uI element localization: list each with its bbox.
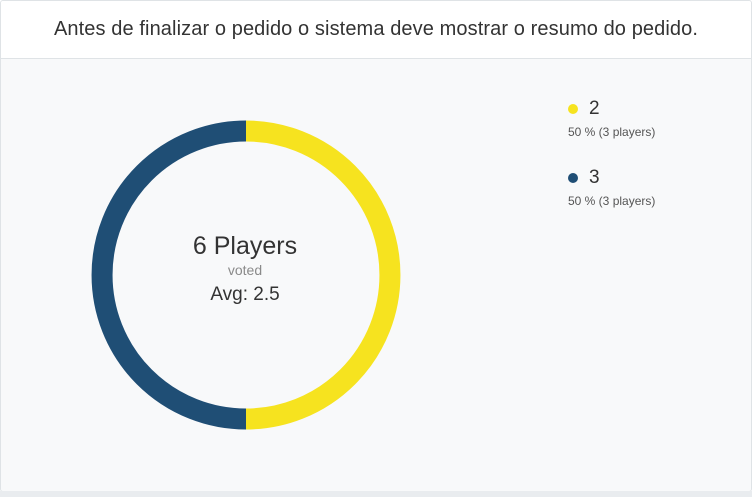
voted-label: voted bbox=[227, 262, 263, 278]
legend-dot-icon bbox=[568, 173, 578, 183]
votes-donut-chart bbox=[91, 120, 401, 430]
legend-label: 3 bbox=[589, 167, 600, 188]
legend-detail: 50 % (3 players) bbox=[568, 194, 656, 208]
bottom-strip bbox=[0, 491, 752, 497]
donut-slice-2[interactable] bbox=[245, 120, 401, 430]
legend-item[interactable]: 3 50 % (3 players) bbox=[568, 166, 655, 208]
legend-dot-icon bbox=[568, 104, 578, 114]
average-value: Avg: 2.5 bbox=[210, 284, 280, 305]
legend-item[interactable]: 2 50 % (3 players) bbox=[568, 97, 655, 139]
donut-slice-3[interactable] bbox=[91, 120, 247, 430]
chart-center-summary: 6 Players voted Avg: 2.5 bbox=[145, 231, 345, 309]
card-header: Antes de finalizar o pedido o sistema de… bbox=[1, 1, 751, 59]
chart-legend: 2 50 % (3 players) 3 50 % (3 players) bbox=[568, 97, 655, 235]
players-count: 6 Players bbox=[192, 232, 298, 260]
legend-label: 2 bbox=[589, 98, 600, 119]
story-title: Antes de finalizar o pedido o sistema de… bbox=[53, 18, 699, 40]
legend-detail: 50 % (3 players) bbox=[568, 125, 656, 139]
